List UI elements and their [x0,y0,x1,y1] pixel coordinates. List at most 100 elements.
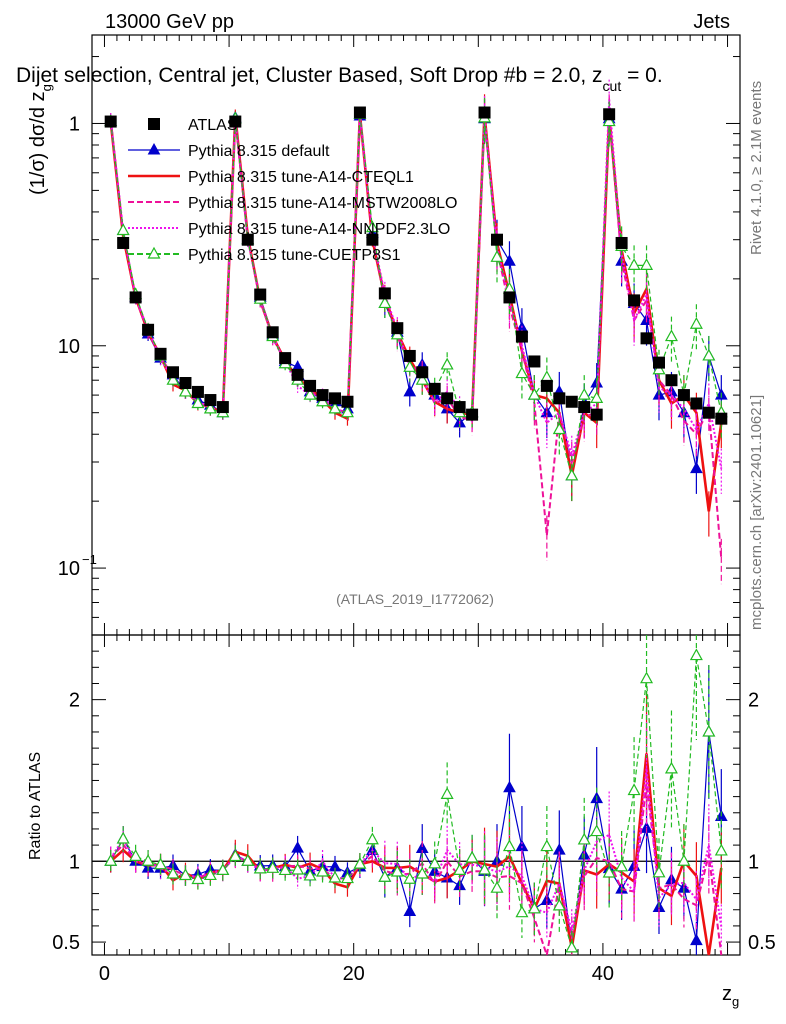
ratio-point [527,901,541,914]
legend-label: Pythia 8.315 tune-CUETP8S1 [188,247,401,264]
series-point [403,384,417,397]
xtick-label: 20 [343,963,365,985]
atlas-point [179,377,192,390]
series-point [552,422,566,435]
ratio-point [540,839,554,852]
atlas-point [715,412,728,425]
selection-title-sub: cut [603,78,622,94]
xlabel: zg [722,983,739,1009]
ratio-point [291,862,305,875]
ratio-point [166,866,180,879]
atlas-point [241,233,254,246]
ratio-point [216,863,230,876]
ratio-point [440,787,454,799]
ratio-point [241,854,255,866]
ratio-point [453,863,467,876]
ratio-ytick-label-right: 0.5 [748,932,776,954]
ratio-point [502,839,516,852]
ratio-point [316,864,330,877]
ratio-point [203,868,217,881]
series-point [602,114,616,127]
ratio-point [266,861,280,873]
ratio-point [415,866,429,879]
atlas-point [428,382,441,395]
ratio-point [577,832,591,845]
ratio-point [178,868,192,881]
atlas-point [615,236,628,249]
series-point [490,250,504,262]
atlas-point [229,115,242,128]
atlas-point [403,349,416,362]
main-ylabel-text: (1/σ) dσ/d z [27,91,49,195]
ratio-point [652,865,666,878]
ratio-point [365,832,379,845]
main-ytick-exponent: −1 [82,552,97,567]
series-point [166,372,180,385]
ratio-point [428,856,442,869]
series-point [378,296,392,309]
ratio-ytick-label: 2 [69,690,80,712]
atlas-point [653,356,665,369]
legend-label: Pythia 8.315 default [188,143,330,160]
series-line [483,114,611,536]
ratio-point [515,905,529,918]
atlas-point [628,294,641,307]
legend-marker [147,142,161,155]
atlas-point [578,401,591,414]
series-point [565,468,579,481]
atlas-point [665,374,678,387]
ratio-line [110,731,722,948]
series-point [340,405,354,418]
selection-title-tail: = 0. [621,64,662,87]
ratio-point [478,862,492,875]
atlas-point [441,392,454,405]
atlas-point [254,288,267,301]
atlas-point [366,233,379,246]
ratio-point [690,933,703,946]
series-point [415,372,429,385]
ratio-point [615,859,629,872]
ratio-point [253,861,267,874]
series-point [702,348,716,361]
side-mcplots-label: mcplots.cern.ch [arXiv:2401.10621] [748,395,765,630]
ratio-point [403,871,417,884]
ratio-point [129,849,143,861]
series-point [577,387,591,400]
atlas-point [640,332,653,345]
ratio-point [403,904,417,917]
series-point [203,401,217,414]
main-ytick-label: 10 [58,336,80,358]
series-line [607,115,723,512]
series-point [515,366,529,379]
main-series [104,79,728,585]
ratio-point [602,865,616,878]
ratio-point [565,940,579,953]
ratio-point [303,868,317,881]
series-point [527,387,541,400]
main-axes: 10211010−1 [58,35,740,636]
main-ytick-label: 10 [58,558,80,580]
ratio-point [141,854,155,866]
series-point [503,254,516,266]
atlas-point [515,330,528,343]
series-point [689,316,703,329]
atlas-point [279,352,292,365]
ratio-point [340,871,354,884]
ratio-point [627,783,641,796]
legend-label: Pythia 8.315 tune-A14-MSTW2008LO [188,195,457,212]
atlas-point [553,392,566,405]
series-point [590,391,604,403]
ratio-point [677,854,691,866]
main-ylabel: (1/σ) dσ/d zg [27,84,54,195]
atlas-point [353,106,366,119]
ratio-point [378,869,392,882]
process-label: Jets [693,11,730,33]
ratio-point [228,849,242,862]
series-point [440,357,454,370]
atlas-point [167,366,179,379]
atlas-point [191,385,204,398]
atlas-point [291,368,304,381]
atlas-point [603,108,616,121]
legend-label: Pythia 8.315 tune-A14-CTEQL1 [188,169,414,186]
atlas-point [378,287,391,300]
